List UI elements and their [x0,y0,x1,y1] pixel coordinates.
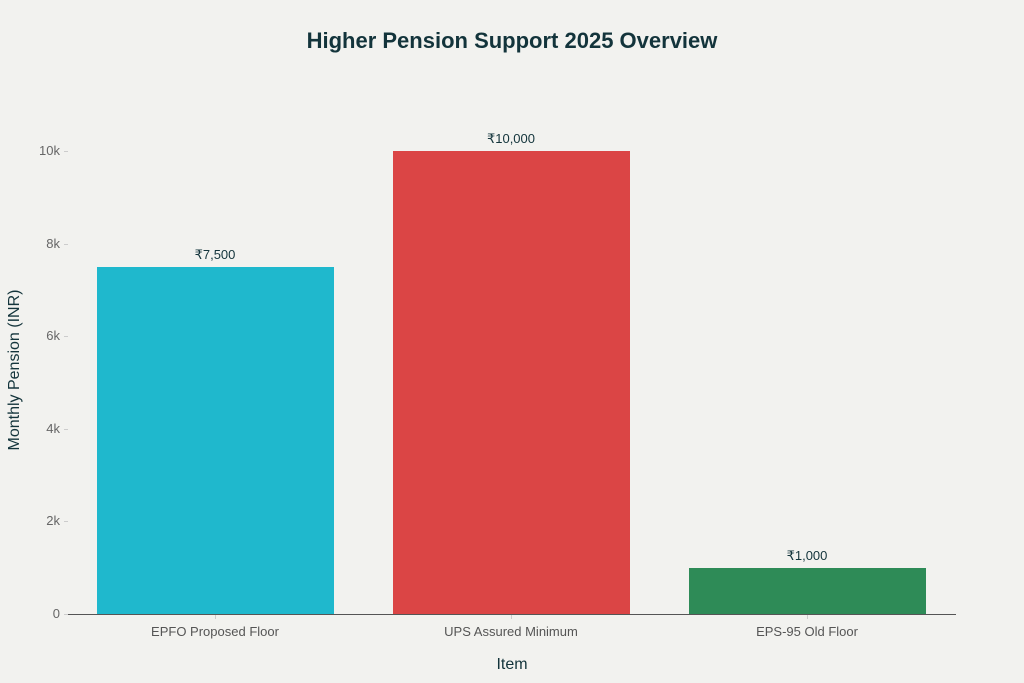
y-tick-label: 0 [52,606,60,621]
bar-value-label: ₹7,500 [194,246,236,262]
x-tick-mark [807,615,808,619]
bar [688,567,926,614]
x-tick-mark [511,615,512,619]
bar [96,266,334,614]
bar-value-label: ₹10,000 [486,131,536,146]
x-axis-label: Item [496,656,528,673]
y-tick-label: 2k [46,513,60,529]
x-axis-line [68,614,956,615]
bar [392,151,630,614]
y-tick-mark [64,151,68,152]
y-tick-mark [64,243,68,245]
bar-value-label: ₹1,000 [786,547,828,563]
y-tick-mark [64,614,68,615]
chart-title: Higher Pension Support 2025 Overview [306,28,718,53]
y-tick-label: 4k [46,420,60,436]
x-tick-mark [215,615,216,619]
y-tick-label: 6k [46,328,60,344]
y-tick-mark [64,521,68,523]
x-tick-label: EPFO Proposed Floor [151,624,279,639]
y-tick-mark [64,336,68,338]
y-tick-label: 8k [46,235,60,251]
x-tick-label: UPS Assured Minimum [444,624,578,639]
y-tick-label: 10k [39,143,60,158]
y-tick-mark [64,428,68,430]
x-tick-label: EPS-95 Old Floor [756,624,858,639]
